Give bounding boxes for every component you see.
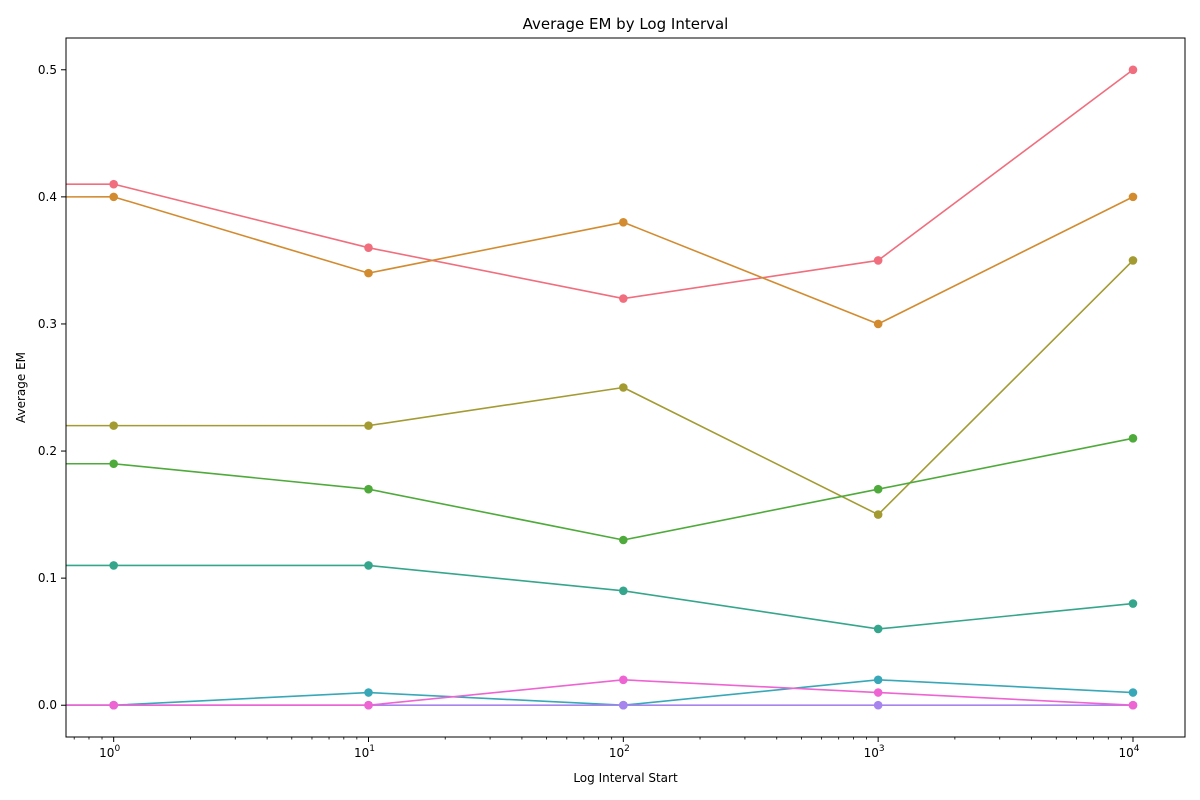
series-line-2 bbox=[66, 196, 1134, 325]
data-point-3-4 bbox=[873, 510, 883, 519]
data-point-5-4 bbox=[873, 624, 883, 634]
data-point-1-3 bbox=[619, 294, 628, 303]
data-point-7-3 bbox=[619, 700, 628, 710]
data-point-4-5 bbox=[1128, 434, 1138, 443]
data-point-6-2 bbox=[364, 688, 373, 697]
series-line-1 bbox=[66, 69, 1134, 300]
data-point-7-4 bbox=[873, 700, 883, 710]
data-point-5-2 bbox=[364, 561, 373, 570]
series-group bbox=[66, 65, 1138, 710]
plot-area bbox=[66, 65, 1138, 710]
data-point-2-4 bbox=[873, 319, 883, 329]
y-tick-label: 0.1 bbox=[38, 571, 57, 585]
chart-title: Average EM by Log Interval bbox=[523, 15, 729, 33]
data-point-3-5 bbox=[1128, 256, 1138, 265]
series-line-8 bbox=[66, 679, 1134, 707]
data-point-4-1 bbox=[109, 459, 118, 469]
data-point-2-1 bbox=[109, 192, 118, 202]
series-line-5 bbox=[66, 564, 1134, 630]
x-tick-label: 102 bbox=[609, 744, 630, 760]
data-point-1-5 bbox=[1128, 65, 1138, 75]
data-point-8-2 bbox=[364, 700, 373, 710]
y-tick-label: 0.5 bbox=[38, 63, 57, 77]
x-tick-label: 100 bbox=[99, 744, 120, 760]
data-point-2-5 bbox=[1128, 192, 1138, 202]
data-point-3-1 bbox=[109, 421, 118, 430]
y-tick-label: 0.3 bbox=[38, 317, 57, 331]
data-point-2-3 bbox=[619, 217, 628, 227]
plot-frame bbox=[65, 37, 1186, 738]
data-point-8-1 bbox=[109, 700, 118, 710]
data-point-6-5 bbox=[1128, 688, 1138, 697]
data-point-8-3 bbox=[619, 675, 628, 685]
series-line-6 bbox=[66, 679, 1134, 707]
y-tick-label: 0.2 bbox=[38, 444, 57, 458]
series-line-4 bbox=[66, 437, 1134, 541]
x-tick-label: 103 bbox=[864, 744, 885, 760]
x-axis: 100 101 102 103 104 bbox=[73, 737, 1140, 760]
data-point-5-1 bbox=[109, 561, 118, 570]
data-point-2-2 bbox=[364, 268, 373, 278]
data-point-4-4 bbox=[873, 484, 883, 494]
data-point-8-4 bbox=[873, 688, 883, 697]
data-point-4-2 bbox=[364, 484, 373, 494]
series-line-3 bbox=[66, 259, 1134, 516]
data-point-3-2 bbox=[364, 421, 373, 430]
data-point-1-1 bbox=[109, 179, 118, 189]
data-point-6-4 bbox=[873, 675, 883, 685]
x-tick-label: 104 bbox=[1118, 744, 1139, 760]
data-point-3-3 bbox=[619, 383, 628, 392]
data-point-5-3 bbox=[619, 586, 628, 596]
data-point-5-5 bbox=[1128, 599, 1138, 608]
data-point-8-5 bbox=[1128, 700, 1138, 710]
y-tick-label: 0.0 bbox=[38, 698, 57, 712]
data-point-4-3 bbox=[619, 535, 628, 545]
data-point-1-4 bbox=[873, 256, 883, 265]
y-axis-label: Average EM bbox=[14, 352, 28, 423]
x-tick-label: 101 bbox=[354, 744, 375, 760]
x-axis-label: Log Interval Start bbox=[573, 771, 678, 785]
y-axis: 0.0 0.1 0.2 0.3 0.4 0.5 bbox=[38, 63, 66, 712]
data-point-1-2 bbox=[364, 243, 373, 252]
y-tick-label: 0.4 bbox=[38, 190, 57, 204]
